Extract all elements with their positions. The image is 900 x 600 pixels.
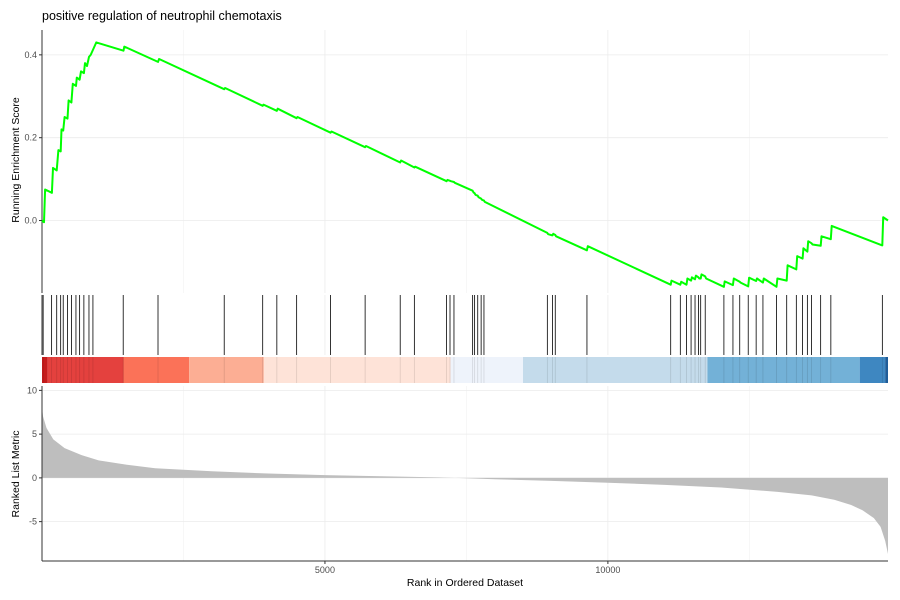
color-bar-segment	[47, 357, 124, 383]
color-bar-segment	[450, 357, 524, 383]
rank-y-tick-label: 0	[32, 473, 37, 483]
color-bar-segment	[42, 357, 48, 383]
es-y-tick-label: 0.2	[24, 133, 37, 143]
color-bar-segment	[123, 357, 190, 383]
color-bar-segment	[885, 357, 888, 383]
rank-y-tick-label: -5	[29, 517, 37, 527]
es-y-tick-label: 0.0	[24, 216, 37, 226]
rank-color-bar	[42, 357, 888, 383]
chart-title: positive regulation of neutrophil chemot…	[42, 9, 282, 23]
rank-y-axis-label: Ranked List Metric	[10, 431, 22, 518]
x-axis-label: Rank in Ordered Dataset	[407, 577, 523, 589]
color-bar-segment	[707, 357, 860, 383]
x-tick-label: 5000	[315, 565, 335, 575]
gene-hits-panel	[41, 295, 883, 355]
enrichment-score-line	[41, 41, 889, 288]
color-bar-segment	[523, 357, 708, 383]
x-tick-label: 10000	[595, 565, 620, 575]
color-bar-segment	[189, 357, 264, 383]
ranked-metric-panel: 10 5 0 -5 5000 10000	[27, 385, 888, 575]
es-y-tick-label: 0.4	[24, 50, 37, 60]
color-bar-segment	[263, 357, 451, 383]
rank-y-tick-label: 10	[27, 385, 37, 395]
rank-y-tick-label: 5	[32, 429, 37, 439]
ranked-metric-area	[42, 407, 888, 554]
es-y-axis-label: Running Enrichment Score	[10, 97, 22, 223]
color-bar-segment	[859, 357, 886, 383]
enrichment-score-panel: 0.0 0.2 0.4	[24, 30, 889, 293]
